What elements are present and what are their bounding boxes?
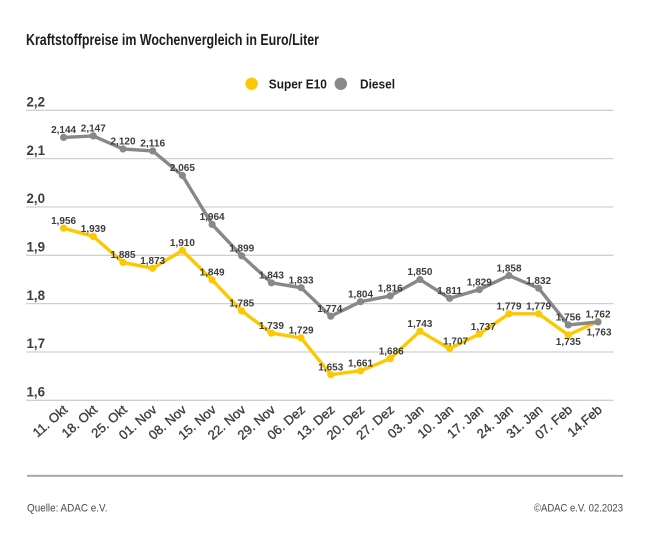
svg-text:2,147: 2,147: [81, 123, 106, 135]
svg-text:1,735: 1,735: [556, 336, 581, 348]
svg-text:1,9: 1,9: [27, 240, 46, 255]
svg-text:1,743: 1,743: [407, 318, 432, 330]
svg-text:1,850: 1,850: [407, 266, 432, 278]
svg-text:1,832: 1,832: [526, 275, 551, 287]
svg-text:2,120: 2,120: [111, 136, 136, 148]
svg-text:2,144: 2,144: [51, 124, 76, 136]
svg-text:1,849: 1,849: [200, 267, 225, 279]
svg-text:1,779: 1,779: [526, 301, 551, 313]
svg-text:1,833: 1,833: [289, 274, 314, 286]
svg-text:1,910: 1,910: [170, 237, 195, 249]
svg-text:Kraftstoffpreise im Wochenverg: Kraftstoffpreise im Wochenvergleich in E…: [26, 32, 319, 49]
svg-text:1,811: 1,811: [437, 285, 462, 297]
svg-text:1,939: 1,939: [81, 223, 106, 235]
svg-text:Super E10: Super E10: [269, 76, 327, 91]
svg-text:1,804: 1,804: [348, 288, 373, 300]
svg-text:Diesel: Diesel: [360, 76, 395, 91]
svg-text:1,763: 1,763: [587, 327, 612, 339]
svg-text:1,8: 1,8: [27, 288, 46, 303]
svg-text:1,785: 1,785: [229, 298, 254, 310]
svg-text:1,739: 1,739: [259, 320, 284, 332]
svg-text:1,964: 1,964: [200, 211, 225, 223]
svg-text:2,2: 2,2: [27, 95, 46, 110]
svg-text:1,661: 1,661: [348, 358, 373, 370]
svg-text:1,858: 1,858: [497, 262, 522, 274]
svg-text:Quelle: ADAC e.V.: Quelle: ADAC e.V.: [27, 503, 108, 515]
svg-text:1,956: 1,956: [51, 215, 76, 227]
svg-text:2,1: 2,1: [27, 143, 46, 158]
svg-text:1,829: 1,829: [467, 276, 492, 288]
svg-text:1,7: 1,7: [27, 336, 46, 351]
svg-text:1,816: 1,816: [378, 283, 403, 295]
svg-text:1,737: 1,737: [471, 321, 496, 333]
svg-text:1,6: 1,6: [27, 385, 46, 400]
svg-text:2,065: 2,065: [170, 162, 195, 174]
svg-text:1,885: 1,885: [111, 249, 136, 261]
svg-text:1,756: 1,756: [556, 312, 581, 324]
svg-text:1,873: 1,873: [140, 255, 165, 267]
svg-text:1,653: 1,653: [318, 361, 343, 373]
svg-text:1,729: 1,729: [289, 325, 314, 337]
svg-text:2,0: 2,0: [27, 191, 46, 206]
svg-text:1,707: 1,707: [443, 335, 468, 347]
svg-text:1,843: 1,843: [259, 270, 284, 282]
svg-text:1,779: 1,779: [497, 301, 522, 313]
svg-text:2,116: 2,116: [140, 138, 165, 150]
svg-text:1,762: 1,762: [586, 309, 611, 321]
svg-text:1,686: 1,686: [379, 345, 404, 357]
svg-text:1,774: 1,774: [317, 303, 342, 315]
svg-text:1,899: 1,899: [229, 243, 254, 255]
svg-text:©ADAC e.V. 02.2023: ©ADAC e.V. 02.2023: [534, 503, 623, 515]
